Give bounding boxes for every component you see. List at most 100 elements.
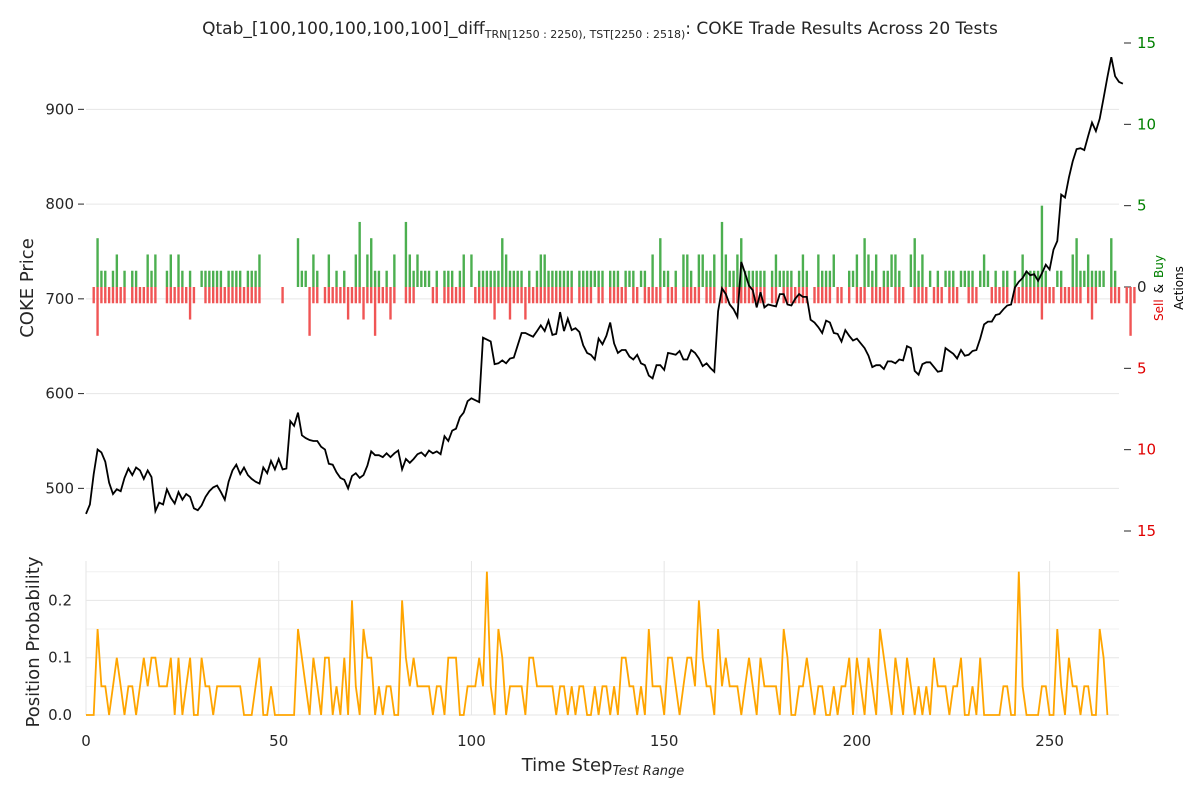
sell-bar [770, 287, 774, 304]
buy-bar [770, 270, 774, 287]
buy-bar [585, 270, 589, 287]
sell-bar [589, 287, 593, 304]
sell-bar [635, 287, 639, 304]
price-tick-label: 900 [45, 100, 74, 118]
sell-bar [504, 287, 508, 304]
buy-bar [1036, 270, 1040, 287]
sell-bar [805, 287, 808, 304]
buy-bar [817, 254, 820, 287]
buy-bar [246, 270, 250, 287]
sell-bar [308, 287, 311, 336]
buy-bar [212, 270, 215, 287]
sell-bar [393, 287, 396, 304]
time-tick-label: 50 [269, 732, 288, 750]
buy-bar [1059, 270, 1063, 287]
buy-bar [782, 270, 785, 287]
buy-bar [616, 270, 620, 287]
sell-bar [1075, 287, 1078, 304]
sell-bar [616, 287, 620, 304]
sell-bar [169, 287, 172, 304]
buy-bar [913, 238, 916, 287]
sell-bar [925, 287, 928, 304]
probability-line [86, 571, 1109, 716]
sell-bar [967, 287, 970, 304]
sell-bar [516, 287, 519, 304]
sell-bar [362, 287, 365, 320]
buy-bar [732, 270, 735, 287]
buy-bar [697, 254, 701, 287]
buy-bar [1110, 238, 1113, 287]
sell-bar [1040, 287, 1044, 320]
buy-bar [516, 270, 519, 287]
sell-bar [227, 287, 230, 304]
buy-bar [747, 270, 751, 287]
buy-bar [759, 270, 762, 287]
buy-bar [377, 270, 381, 287]
sell-bar [481, 287, 485, 304]
sell-bar [740, 287, 743, 304]
sell-bar [682, 287, 685, 304]
buy-bar [512, 270, 516, 287]
sell-bar [894, 287, 897, 304]
sell-bar [1021, 287, 1024, 304]
buy-bar [304, 270, 307, 287]
sell-bar [609, 287, 612, 304]
sell-bar [389, 287, 392, 320]
buy-bar [570, 270, 573, 287]
sell-bar [254, 287, 257, 304]
sell-bar [1052, 287, 1055, 304]
sell-bar [501, 287, 504, 304]
sell-bar [774, 287, 778, 304]
price-tick-label: 500 [45, 479, 74, 497]
sell-bar [354, 287, 358, 304]
sell-bar [936, 287, 940, 304]
sell-bar [585, 287, 589, 304]
buy-bar [1098, 270, 1101, 287]
sell-bar [212, 287, 215, 304]
buy-bar [481, 270, 485, 287]
buy-bar [821, 270, 824, 287]
sell-bar [185, 287, 188, 304]
sell-bar [955, 287, 959, 304]
sell-bar [901, 287, 905, 304]
time-tick-label: 0 [81, 732, 91, 750]
sell-bar [859, 287, 862, 304]
buy-bar [566, 270, 570, 287]
probability-y-label: Position Probability [23, 556, 44, 727]
buy-bar [659, 238, 662, 287]
sell-bar [1090, 287, 1094, 320]
sell-bar [1125, 287, 1128, 304]
svg-text:Sell&Buy: Sell & Buy [1152, 255, 1166, 321]
buy-bar [662, 270, 666, 287]
buy-bar [258, 254, 261, 287]
sell-bar [1059, 287, 1063, 304]
buy-bar [435, 270, 438, 287]
buy-bar [181, 270, 184, 287]
sell-bar [242, 287, 246, 304]
sell-bar [948, 287, 951, 304]
buy-bar [847, 270, 851, 287]
buy-bar [1094, 270, 1098, 287]
sell-bar [551, 287, 554, 304]
sell-bar [331, 287, 334, 304]
sell-bar [821, 287, 824, 304]
buy-bar [366, 254, 369, 287]
sell-bar [786, 287, 789, 304]
buy-bar [963, 270, 967, 287]
buy-bar [1002, 270, 1005, 287]
sell-bar [485, 287, 489, 304]
sell-bar [655, 287, 658, 304]
sell-bar [736, 287, 739, 304]
sell-bar [921, 287, 924, 304]
time-tick-label: 250 [1035, 732, 1064, 750]
sell-bar [142, 287, 146, 304]
sell-bar [886, 287, 889, 304]
sell-bar [1110, 287, 1113, 304]
buy-bar [1113, 270, 1117, 287]
sell-bar [686, 287, 689, 304]
sell-bar [863, 287, 866, 304]
sell-bar [381, 287, 384, 304]
sell-bar [366, 287, 369, 304]
buy-bar [728, 270, 731, 287]
